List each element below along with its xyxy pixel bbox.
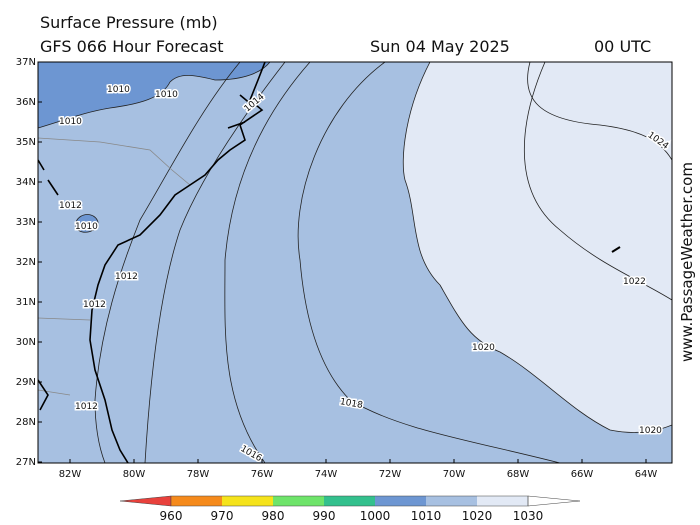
low-region bbox=[75, 214, 99, 233]
contour-label: 1012 bbox=[115, 272, 138, 282]
time: 00 UTC bbox=[594, 37, 651, 56]
contour-label: 1010 bbox=[107, 85, 130, 95]
contour-label: 1020 bbox=[639, 426, 662, 436]
contour-label: 1020 bbox=[472, 343, 495, 353]
lat-label: 30N bbox=[16, 337, 36, 348]
lat-label: 33N bbox=[16, 217, 36, 228]
contour-label: 1010 bbox=[155, 90, 178, 100]
contour-label: 1012 bbox=[83, 300, 106, 310]
subtitle: GFS 066 Hour Forecast bbox=[40, 37, 224, 56]
contour bbox=[527, 62, 672, 161]
lon-label: 64W bbox=[635, 469, 658, 480]
contour bbox=[144, 62, 286, 463]
lon-label: 74W bbox=[315, 469, 338, 480]
lat-label: 31N bbox=[16, 297, 36, 308]
lat-label: 28N bbox=[16, 417, 36, 428]
low-region bbox=[38, 62, 271, 129]
contour bbox=[94, 62, 241, 463]
contour-label: 1010 bbox=[59, 117, 82, 127]
contour bbox=[523, 62, 672, 301]
colorbar-label: 960 bbox=[160, 509, 183, 523]
lat-label: 34N bbox=[16, 177, 36, 188]
colorbar-segment bbox=[324, 496, 375, 506]
colorbar-label: 1010 bbox=[411, 509, 442, 523]
colorbar-segment bbox=[477, 496, 528, 506]
coastline bbox=[38, 62, 266, 463]
colorbar bbox=[119, 495, 581, 507]
colorbar-label: 980 bbox=[262, 509, 285, 523]
lon-label: 76W bbox=[251, 469, 274, 480]
lon-label: 72W bbox=[379, 469, 402, 480]
lat-label: 37N bbox=[16, 57, 36, 68]
lat-label: 27N bbox=[16, 457, 36, 468]
colorbar-segment bbox=[222, 496, 273, 506]
colorbar-segment bbox=[426, 496, 477, 506]
contour-label: 1022 bbox=[623, 277, 646, 287]
lat-label: 32N bbox=[16, 257, 36, 268]
contour bbox=[297, 62, 561, 463]
colorbar-segment bbox=[171, 496, 222, 506]
island bbox=[611, 246, 621, 253]
lon-label: 82W bbox=[59, 469, 82, 480]
colorbar-segment bbox=[119, 495, 172, 507]
colorbar-segment bbox=[375, 496, 426, 506]
lon-label: 80W bbox=[123, 469, 146, 480]
colorbar-label: 970 bbox=[211, 509, 234, 523]
lon-label: 70W bbox=[443, 469, 466, 480]
watermark: www.PassageWeather.com bbox=[678, 162, 696, 362]
colorbar-label: 1020 bbox=[462, 509, 493, 523]
contour-label: 1012 bbox=[75, 402, 98, 412]
colorbar-label: 1030 bbox=[513, 509, 544, 523]
lon-label: 66W bbox=[571, 469, 594, 480]
contour-label: 1010 bbox=[75, 222, 98, 232]
colorbar-segment bbox=[273, 496, 324, 506]
colorbar-frame bbox=[170, 495, 529, 507]
lon-label: 78W bbox=[187, 469, 210, 480]
lat-label: 36N bbox=[16, 97, 36, 108]
lat-label: 29N bbox=[16, 377, 36, 388]
title: Surface Pressure (mb) bbox=[40, 13, 218, 32]
colorbar-segment bbox=[527, 495, 581, 507]
contour bbox=[224, 62, 311, 463]
lon-label: 68W bbox=[507, 469, 530, 480]
high-region bbox=[402, 62, 672, 433]
contour-label: 1012 bbox=[59, 201, 82, 211]
colorbar-label: 1000 bbox=[360, 509, 391, 523]
date: Sun 04 May 2025 bbox=[370, 37, 510, 56]
map-area bbox=[38, 62, 672, 463]
lat-label: 35N bbox=[16, 137, 36, 148]
colorbar-label: 990 bbox=[313, 509, 336, 523]
border bbox=[38, 137, 191, 396]
